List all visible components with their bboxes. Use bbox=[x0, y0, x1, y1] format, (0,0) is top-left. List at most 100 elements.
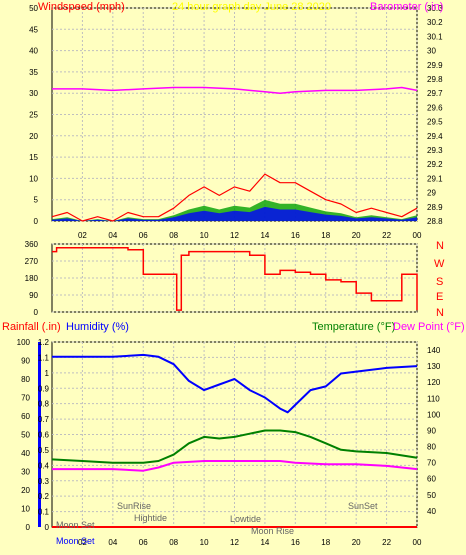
tick-direction: 90 bbox=[29, 291, 38, 300]
tick-temperature: 50 bbox=[427, 491, 436, 500]
tick-barometer: 30.1 bbox=[427, 32, 443, 41]
annotation-hightide: Hightide bbox=[134, 513, 167, 523]
tick-x-wind: 10 bbox=[200, 231, 209, 240]
tick-direction: 0 bbox=[34, 308, 39, 317]
barometer-title: Barometer (.in) bbox=[370, 1, 443, 13]
tick-barometer: 29.6 bbox=[427, 103, 443, 112]
tick-rainfall: 0.3 bbox=[38, 477, 50, 486]
tick-humidity: 20 bbox=[21, 486, 30, 495]
tick-barometer: 30.3 bbox=[427, 4, 443, 13]
tick-wind-left: 40 bbox=[29, 47, 38, 56]
tick-barometer: 30 bbox=[427, 47, 436, 56]
compass-n-top: N bbox=[436, 240, 444, 252]
tick-rainfall: 0.8 bbox=[38, 400, 50, 409]
tick-wind-left: 10 bbox=[29, 174, 38, 183]
tick-wind-left: 35 bbox=[29, 68, 38, 77]
tick-humidity: 90 bbox=[21, 357, 30, 366]
tick-x-wind: 18 bbox=[321, 231, 330, 240]
annotation-moonrise: Moon Rise bbox=[251, 526, 294, 536]
tick-wind-left: 45 bbox=[29, 25, 38, 34]
tick-x-humidity: 18 bbox=[321, 538, 330, 547]
tick-x-wind: 00 bbox=[413, 231, 422, 240]
tick-barometer: 29.4 bbox=[427, 132, 443, 141]
tick-humidity: 50 bbox=[21, 431, 30, 440]
annotation-sunset: SunSet bbox=[348, 501, 378, 511]
tick-rainfall: 1 bbox=[45, 369, 50, 378]
dewpoint-title: Dew Point (°F) bbox=[393, 321, 465, 333]
tick-humidity: 30 bbox=[21, 468, 30, 477]
tick-barometer: 29 bbox=[427, 189, 436, 198]
tick-x-humidity: 04 bbox=[108, 538, 117, 547]
tick-x-humidity: 12 bbox=[230, 538, 239, 547]
tick-wind-left: 25 bbox=[29, 111, 38, 120]
compass-w: W bbox=[434, 258, 445, 270]
tick-barometer: 28.9 bbox=[427, 203, 443, 212]
tick-direction: 180 bbox=[25, 274, 39, 283]
tick-x-humidity: 20 bbox=[352, 538, 361, 547]
temperature-title: Temperature (°F) bbox=[312, 321, 395, 333]
tick-x-wind: 02 bbox=[78, 231, 87, 240]
tick-wind-left: 30 bbox=[29, 89, 38, 98]
rainfall-title: Rainfall (.in) bbox=[2, 321, 61, 333]
tick-temperature: 40 bbox=[427, 507, 436, 516]
tick-barometer: 29.5 bbox=[427, 118, 443, 127]
tick-temperature: 70 bbox=[427, 459, 436, 468]
tick-humidity: 0 bbox=[26, 523, 31, 532]
series-dew-point bbox=[52, 460, 418, 472]
series-humidity bbox=[52, 353, 418, 414]
series-temperature bbox=[51, 429, 418, 464]
tick-x-humidity: 06 bbox=[139, 538, 148, 547]
annotation-lowtide: Lowtide bbox=[230, 514, 261, 524]
tick-x-wind: 06 bbox=[139, 231, 148, 240]
tick-barometer: 29.3 bbox=[427, 146, 443, 155]
tick-temperature: 130 bbox=[427, 362, 441, 371]
tick-x-humidity: 22 bbox=[382, 538, 391, 547]
annotation-moonset-2: Moon Set bbox=[56, 536, 95, 546]
tick-rainfall: 0.6 bbox=[38, 431, 50, 440]
tick-barometer: 30.2 bbox=[427, 18, 443, 27]
humidity-axis-bar bbox=[38, 342, 41, 527]
tick-wind-left: 20 bbox=[29, 132, 38, 141]
tick-rainfall: 0.9 bbox=[38, 384, 50, 393]
compass-e: E bbox=[436, 291, 443, 303]
tick-x-humidity: 10 bbox=[200, 538, 209, 547]
tick-temperature: 140 bbox=[427, 346, 441, 355]
tick-barometer: 29.9 bbox=[427, 61, 443, 70]
tick-x-wind: 12 bbox=[230, 231, 239, 240]
tick-barometer: 29.8 bbox=[427, 75, 443, 84]
tick-humidity: 80 bbox=[21, 375, 30, 384]
tick-barometer: 29.7 bbox=[427, 89, 443, 98]
tick-wind-left: 15 bbox=[29, 153, 38, 162]
tick-temperature: 110 bbox=[427, 394, 440, 403]
tick-humidity: 100 bbox=[17, 338, 31, 347]
page-title: 24 hour graph day June 28 2020 bbox=[172, 1, 331, 13]
series-wind-speed bbox=[51, 173, 418, 222]
tick-rainfall: 0.4 bbox=[38, 461, 50, 470]
tick-wind-left: 0 bbox=[34, 217, 39, 226]
tick-direction: 270 bbox=[25, 257, 39, 266]
tick-direction: 360 bbox=[25, 240, 39, 249]
tick-barometer: 29.1 bbox=[427, 174, 443, 183]
tick-rainfall: 0.1 bbox=[38, 508, 50, 517]
tick-x-wind: 04 bbox=[108, 231, 117, 240]
annotation-sunrise: SunRise bbox=[117, 501, 151, 511]
tick-x-humidity: 14 bbox=[260, 538, 269, 547]
tick-temperature: 100 bbox=[427, 410, 441, 419]
tick-wind-left: 50 bbox=[29, 4, 38, 13]
tick-labels: 0510152025303540455028.828.92929.129.229… bbox=[17, 4, 443, 547]
tick-humidity: 70 bbox=[21, 394, 30, 403]
tick-temperature: 80 bbox=[427, 443, 436, 452]
tick-x-humidity: 16 bbox=[291, 538, 300, 547]
tick-temperature: 90 bbox=[427, 426, 436, 435]
tick-rainfall: 0.7 bbox=[38, 415, 50, 424]
annotation-moonset: Moon Set bbox=[56, 520, 95, 530]
tick-rainfall: 0.5 bbox=[38, 446, 50, 455]
series-lines bbox=[51, 86, 418, 528]
tick-x-wind: 14 bbox=[260, 231, 269, 240]
tick-x-humidity: 08 bbox=[169, 538, 178, 547]
series-barometer bbox=[52, 86, 418, 94]
tick-barometer: 29.2 bbox=[427, 160, 443, 169]
tick-humidity: 10 bbox=[21, 505, 30, 514]
